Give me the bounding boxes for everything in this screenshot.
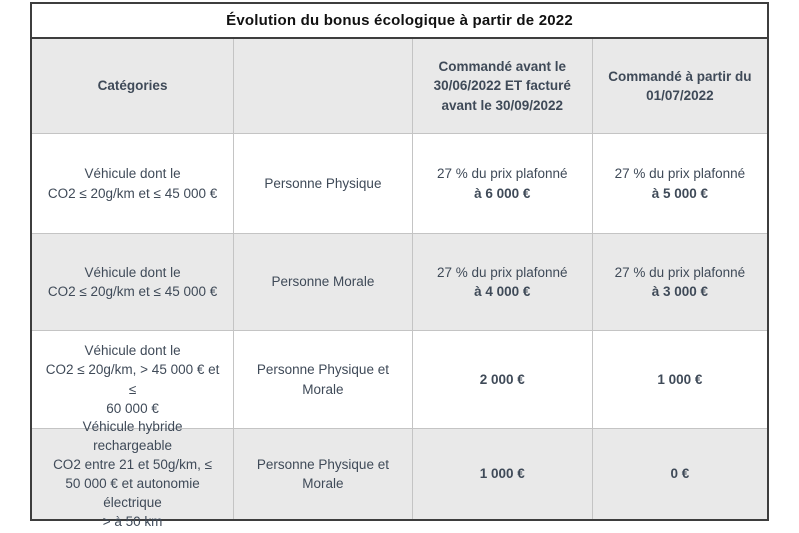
category-cell: Véhicule hybride rechargeable CO2 entre …: [32, 419, 235, 529]
bonus-table: Évolution du bonus écologique à partir d…: [30, 2, 769, 529]
after-cell: 1 000 €: [592, 331, 767, 429]
category-cell: Véhicule dont le CO2 ≤ 20g/km, > 45 000 …: [32, 331, 235, 429]
before-cell: 1 000 €: [412, 429, 593, 519]
person-cell: Personne Physique et Morale: [234, 331, 413, 429]
price-text: 27 % du prix plafonné: [614, 264, 746, 280]
price-amount: à 4 000 €: [474, 284, 531, 299]
price-text: 27 % du prix plafonné: [436, 264, 568, 280]
after-cell: 27 % du prix plafonné à 3 000 €: [592, 234, 767, 331]
before-cell: 27 % du prix plafonné à 6 000 €: [412, 134, 593, 234]
header-cell-ordered-before: Commandé avant le 30/06/2022 ET facturé …: [412, 39, 593, 134]
before-cell: 2 000 €: [412, 331, 593, 429]
after-cell: 27 % du prix plafonné à 5 000 €: [592, 134, 767, 234]
price-amount: à 3 000 €: [651, 284, 709, 299]
price-text: 27 % du prix plafonné: [614, 166, 746, 182]
person-cell: Personne Morale: [234, 234, 413, 331]
price-amount: 0 €: [670, 466, 690, 482]
header-cell-ordered-after: Commandé à partir du 01/07/2022: [592, 39, 767, 134]
before-cell: 27 % du prix plafonné à 4 000 €: [412, 234, 593, 331]
person-cell: Personne Physique et Morale: [234, 429, 413, 519]
category-cell: Véhicule dont le CO2 ≤ 20g/km et ≤ 45 00…: [32, 134, 235, 234]
page-title: Évolution du bonus écologique à partir d…: [32, 4, 767, 39]
table-grid: Catégories Commandé avant le 30/06/2022 …: [32, 39, 767, 529]
person-cell: Personne Physique: [234, 134, 413, 234]
header-cell-categories: Catégories: [32, 39, 235, 134]
price-amount: 1 000 €: [657, 371, 703, 387]
price-amount: 1 000 €: [479, 466, 525, 482]
price-amount: 2 000 €: [479, 371, 525, 387]
category-cell: Véhicule dont le CO2 ≤ 20g/km et ≤ 45 00…: [32, 234, 235, 331]
price-amount: à 5 000 €: [651, 185, 709, 201]
after-cell: 0 €: [592, 429, 767, 519]
header-cell-empty: [234, 39, 413, 134]
price-text: 27 % du prix plafonné: [436, 166, 568, 182]
price-amount: à 6 000 €: [474, 185, 531, 201]
